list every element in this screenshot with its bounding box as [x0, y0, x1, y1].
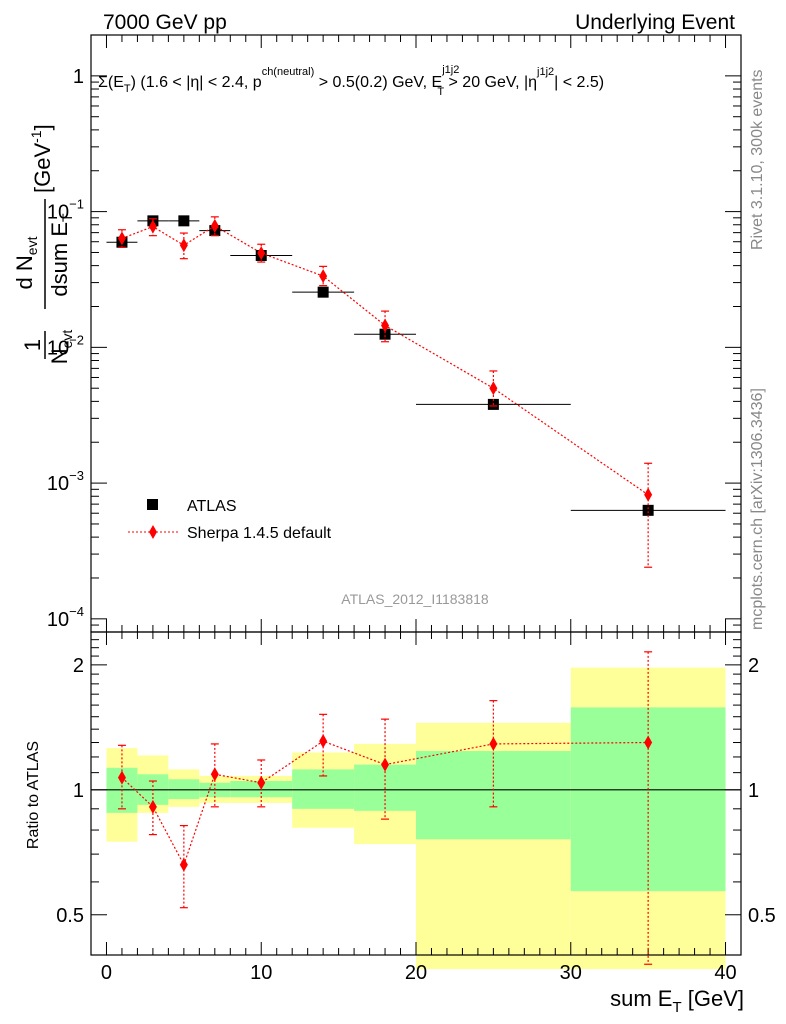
ratio-band-inner — [416, 751, 571, 840]
header-right: Underlying Event — [575, 11, 735, 34]
ratio-band-inner — [570, 707, 726, 892]
sherpa-ratio-point — [319, 734, 328, 749]
sherpa-main-point — [179, 238, 188, 253]
sherpa-main-point — [117, 231, 126, 246]
atlas-point — [317, 286, 329, 298]
main-y-tick-label: 1 — [73, 66, 84, 88]
x-tick-label: 0 — [101, 962, 112, 984]
ratio-band-inner — [168, 779, 200, 800]
sherpa-main-point — [257, 246, 266, 261]
sherpa-ratio-point — [117, 770, 126, 785]
sherpa-main-point — [319, 269, 328, 284]
legend: ATLAS Sherpa 1.4.5 default — [128, 498, 332, 542]
sherpa-ratio-point — [381, 757, 390, 772]
header-left: 7000 GeV pp — [103, 11, 227, 34]
svg-text:dsum ET: dsum ET — [47, 213, 75, 297]
ratio-y-tick-label-right: 0.5 — [748, 905, 776, 927]
atlas-point — [379, 328, 391, 340]
main-ylabel: 1 Nevt d Nevt dsum ET [GeV-1] — [12, 124, 75, 364]
main-y-tick-label: 10−2 — [47, 332, 84, 359]
sherpa-ratio-line — [121, 740, 649, 867]
svg-text:d Nevt: d Nevt — [12, 236, 40, 289]
ratio-y-tick-label-left: 0.5 — [56, 905, 84, 927]
legend-atlas-label: ATLAS — [187, 498, 237, 515]
legend-sherpa-label: Sherpa 1.4.5 default — [187, 525, 332, 542]
ratio-y-tick-label-left: 1 — [73, 780, 84, 802]
observable-label: Σ(ET) (1.6 < |η| < 2.4, pch(neutral) > 0… — [98, 64, 604, 98]
svg-text:1: 1 — [20, 339, 45, 351]
sherpa-main-point — [644, 487, 653, 502]
main-y-tick-label: 10−1 — [47, 197, 84, 224]
sherpa-main-point — [210, 218, 219, 233]
sherpa-ratio-point — [489, 736, 498, 751]
sherpa-ratio-point — [210, 767, 219, 782]
main-y-tick-label: 10−4 — [47, 604, 84, 631]
x-tick-label: 10 — [250, 962, 272, 984]
legend-sherpa-marker — [149, 525, 157, 539]
sherpa-ratio-point — [148, 799, 157, 814]
sherpa-ratio-point — [257, 775, 266, 790]
sherpa-main-point — [148, 219, 157, 234]
main-y-tick-label: 10−3 — [47, 468, 84, 495]
sherpa-main-point — [381, 318, 390, 333]
legend-atlas-marker — [147, 499, 158, 510]
mcplots-text: mcplots.cern.ch [arXiv:1306.3436] — [749, 388, 766, 630]
ratio-y-tick-label-right: 2 — [748, 655, 759, 677]
rivet-version-text: Rivet 3.1.10, 300k events — [749, 69, 766, 250]
svg-text:Nevt: Nevt — [47, 330, 75, 365]
ratio-ylabel: Ratio to ATLAS — [25, 741, 42, 849]
sherpa-ratio-point — [179, 857, 188, 872]
sherpa-ratio-point — [644, 735, 653, 750]
main-panel-frame — [90, 34, 742, 633]
analysis-id: ATLAS_2012_I1183818 — [341, 591, 489, 607]
atlas-point — [178, 215, 190, 227]
xlabel: sum ET [GeV] — [610, 986, 744, 1016]
atlas-point — [642, 504, 654, 516]
ratio-y-tick-label-left: 2 — [73, 655, 84, 677]
sherpa-main-line — [121, 225, 649, 496]
svg-text:[GeV-1]: [GeV-1] — [28, 124, 55, 193]
sherpa-main-point — [489, 381, 498, 396]
ratio-y-tick-label-right: 1 — [748, 780, 759, 802]
x-tick-label: 30 — [560, 962, 582, 984]
x-tick-label: 20 — [405, 962, 427, 984]
x-tick-label: 40 — [714, 962, 736, 984]
